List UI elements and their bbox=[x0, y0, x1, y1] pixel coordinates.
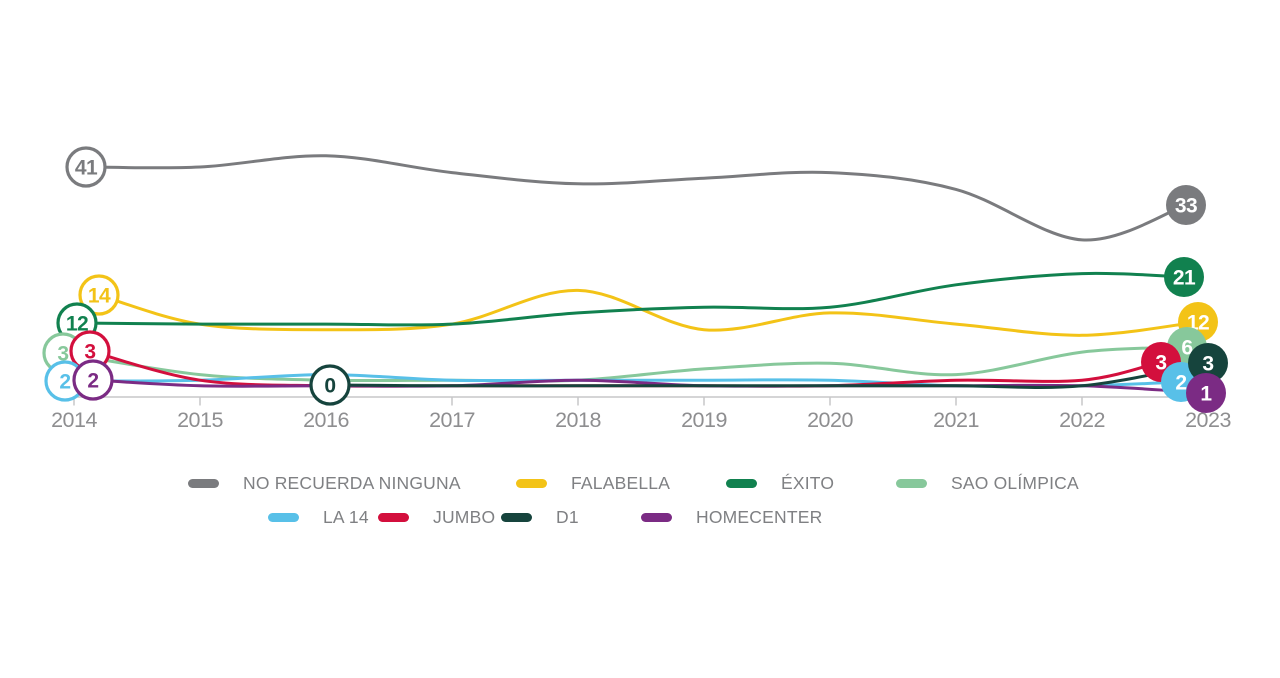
legend-swatch-jumbo-icon bbox=[378, 512, 409, 522]
legend-label-homecenter: HOMECENTER bbox=[696, 506, 823, 527]
x-tick-label: 2019 bbox=[681, 408, 727, 432]
line-chart-canvas: 2014 2015 2016 2017 2018 2019 2020 2021 2022 2023… bbox=[42, 146, 1232, 432]
legend-item-exito: ÉXITO bbox=[726, 472, 835, 493]
marker-value: 3 bbox=[84, 341, 95, 364]
legend-item-jumbo: JUMBO bbox=[378, 506, 496, 527]
x-tick-label: 2015 bbox=[177, 408, 223, 432]
marker-value: 33 bbox=[1175, 195, 1197, 218]
legend-label-sao-olimpica: SAO OLÍMPICA bbox=[951, 472, 1079, 493]
x-tick-label: 2018 bbox=[555, 408, 601, 432]
legend-swatch-d1-icon bbox=[501, 512, 532, 522]
marker-circle bbox=[65, 146, 107, 188]
series-start-marker-falabella: 14 bbox=[78, 274, 120, 316]
marker-circle bbox=[1164, 257, 1204, 297]
marker-value: 21 bbox=[1173, 267, 1196, 290]
legend-label-d1: D1 bbox=[556, 506, 579, 527]
marker-value: 6 bbox=[1181, 337, 1192, 360]
legend-swatch-falabella-icon bbox=[516, 478, 547, 488]
marker-value: 41 bbox=[75, 157, 98, 180]
marker-circle bbox=[1166, 185, 1206, 225]
legend-label-exito: ÉXITO bbox=[781, 472, 835, 493]
series-end-marker-exito: 21 bbox=[1164, 257, 1204, 297]
series-line-exito bbox=[75, 271, 1186, 327]
marker-value: 0 bbox=[324, 375, 335, 398]
legend-swatch-la-14-icon bbox=[268, 512, 299, 522]
marker-circle bbox=[1186, 373, 1226, 413]
series-end-marker-no-recuerda-ninguna: 33 bbox=[1166, 185, 1206, 225]
series-line-homecenter bbox=[91, 378, 1208, 395]
marker-value: 14 bbox=[88, 285, 111, 308]
legend-label-falabella: FALABELLA bbox=[571, 472, 671, 493]
legend-item-homecenter: HOMECENTER bbox=[641, 506, 823, 527]
legend-swatch-homecenter-icon bbox=[641, 512, 672, 522]
marker-circle bbox=[309, 364, 351, 406]
series-end-marker-homecenter: 1 bbox=[1186, 373, 1226, 413]
marker-circle bbox=[1188, 343, 1228, 383]
legend-swatch-exito-icon bbox=[726, 478, 757, 488]
series-line-sao-olimpica bbox=[61, 345, 1189, 383]
marker-circle bbox=[78, 274, 120, 316]
marker-value: 2 bbox=[87, 370, 98, 393]
marker-circle bbox=[72, 359, 114, 401]
marker-value: 12 bbox=[66, 313, 88, 336]
series-end-marker-d1: 3 bbox=[1188, 343, 1228, 383]
marker-value: 2 bbox=[59, 371, 70, 394]
series-start-marker-homecenter: 2 bbox=[72, 359, 114, 401]
x-tick-label: 2014 bbox=[51, 408, 97, 432]
legend-label-no-recuerda-ninguna: NO RECUERDA NINGUNA bbox=[243, 472, 461, 493]
series-start-marker-no-recuerda-ninguna: 41 bbox=[65, 146, 107, 188]
legend-item-sao-olimpica: SAO OLÍMPICA bbox=[896, 472, 1079, 493]
x-axis: 2014 2015 2016 2017 2018 2019 2020 2021 2022 2023 bbox=[51, 396, 1232, 432]
x-tick-label: 2016 bbox=[303, 408, 349, 432]
legend-label-jumbo: JUMBO bbox=[433, 506, 496, 527]
series-line-d1 bbox=[328, 361, 1210, 389]
marker-value: 3 bbox=[57, 343, 68, 366]
x-tick-label: 2022 bbox=[1059, 408, 1105, 432]
series-start-marker-d1: 0 bbox=[309, 364, 351, 406]
x-tick-label: 2017 bbox=[429, 408, 475, 432]
series-line-falabella bbox=[97, 288, 1200, 337]
x-tick-label: 2021 bbox=[933, 408, 979, 432]
legend-item-falabella: FALABELLA bbox=[516, 472, 671, 493]
legend-item-no-recuerda-ninguna: NO RECUERDA NINGUNA bbox=[188, 472, 461, 493]
legend-swatch-no-recuerda-ninguna-icon bbox=[188, 478, 219, 488]
marker-value: 3 bbox=[1202, 353, 1213, 376]
marker-value: 3 bbox=[1155, 352, 1166, 375]
legend-swatch-sao-olimpica-icon bbox=[896, 478, 927, 488]
x-tick-label: 2020 bbox=[807, 408, 853, 432]
legend-label-la-14: LA 14 bbox=[323, 506, 369, 527]
marker-value: 2 bbox=[1175, 372, 1186, 395]
legend-item-d1: D1 bbox=[501, 506, 579, 527]
marker-value: 1 bbox=[1200, 383, 1212, 406]
legend-item-la-14: LA 14 bbox=[268, 506, 369, 527]
series-line-no-recuerda-ninguna bbox=[84, 154, 1188, 242]
